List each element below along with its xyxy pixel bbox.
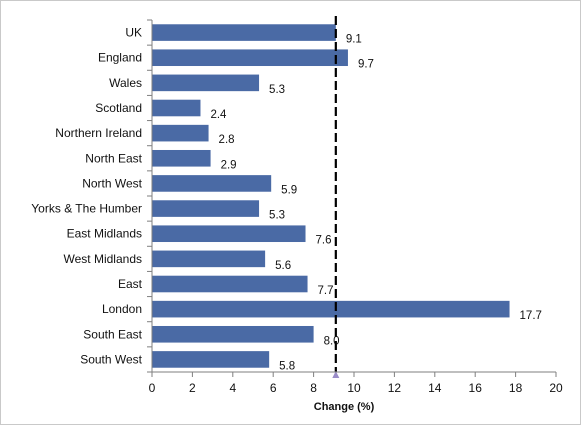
data-label: 7.7 xyxy=(318,285,334,297)
reference-marker xyxy=(332,371,340,378)
bar xyxy=(152,275,308,293)
category-label: North East xyxy=(85,151,142,165)
data-label: 2.8 xyxy=(219,134,235,146)
x-tick-label: 6 xyxy=(270,381,277,395)
category-label: East Midlands xyxy=(67,227,142,241)
category-label: North West xyxy=(82,176,142,190)
x-tick-label: 0 xyxy=(149,381,156,395)
category-label: Yorks & The Humber xyxy=(31,202,142,216)
x-tick-label: 2 xyxy=(189,381,196,395)
x-tick-label: 16 xyxy=(469,381,483,395)
data-label: 2.4 xyxy=(210,109,227,121)
category-label: UK xyxy=(125,26,142,40)
bar xyxy=(152,149,211,167)
bar xyxy=(152,124,209,142)
data-label: 9.1 xyxy=(346,34,362,46)
bar xyxy=(152,200,260,217)
data-label: 17.7 xyxy=(520,310,542,322)
bar xyxy=(152,24,336,41)
x-tick-label: 8 xyxy=(310,381,317,395)
bar xyxy=(152,250,266,268)
bar xyxy=(152,300,510,318)
data-label: 5.6 xyxy=(275,260,291,272)
bar xyxy=(152,175,272,192)
category-label: Wales xyxy=(109,76,142,90)
data-label: 5.8 xyxy=(279,360,295,372)
data-label: 7.6 xyxy=(316,235,332,247)
x-axis-title: Change (%) xyxy=(314,401,375,413)
category-label: England xyxy=(98,51,142,65)
data-label: 9.7 xyxy=(358,59,374,71)
reference-line-group xyxy=(332,16,340,378)
category-label: West Midlands xyxy=(64,252,142,266)
bar xyxy=(152,49,348,67)
category-label: East xyxy=(118,277,143,291)
x-tick-label: 10 xyxy=(347,381,361,395)
x-tick-label: 18 xyxy=(509,381,523,395)
x-tick-label: 12 xyxy=(388,381,402,395)
data-label: 2.9 xyxy=(221,159,237,171)
category-label: South East xyxy=(83,327,142,341)
data-label: 5.3 xyxy=(269,210,285,222)
bar xyxy=(152,351,270,368)
bar xyxy=(152,225,306,243)
category-label: Northern Ireland xyxy=(55,126,142,140)
x-tick-label: 20 xyxy=(549,381,563,395)
category-label: Scotland xyxy=(95,101,142,115)
labels-group: UK 9.1 England 9.7 Wales 5.3 Scotland 2.4 Northe… xyxy=(31,26,542,373)
data-label: 5.9 xyxy=(281,184,297,196)
data-label: 8.0 xyxy=(324,335,340,347)
bar xyxy=(152,74,260,92)
x-tick-label: 14 xyxy=(428,381,442,395)
x-tick-label: 4 xyxy=(229,381,236,395)
category-label: South West xyxy=(80,352,142,366)
bar xyxy=(152,99,201,117)
bar xyxy=(152,325,314,343)
data-label: 5.3 xyxy=(269,84,285,96)
axes-group: 0 2 4 6 8 10 12 14 16 18 20 xyxy=(147,19,563,395)
bars-group xyxy=(152,24,510,368)
category-label: London xyxy=(102,302,142,316)
